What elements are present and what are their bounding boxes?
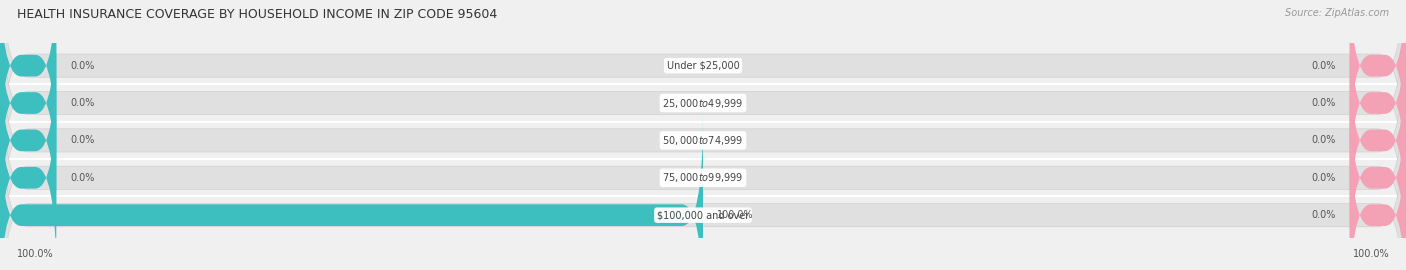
Text: 0.0%: 0.0% <box>70 61 94 71</box>
FancyBboxPatch shape <box>0 114 703 270</box>
FancyBboxPatch shape <box>0 0 56 167</box>
Text: 100.0%: 100.0% <box>1353 249 1389 259</box>
Text: 0.0%: 0.0% <box>1312 210 1336 220</box>
Text: $75,000 to $99,999: $75,000 to $99,999 <box>662 171 744 184</box>
Text: 100.0%: 100.0% <box>17 249 53 259</box>
Text: 0.0%: 0.0% <box>1312 61 1336 71</box>
Text: 0.0%: 0.0% <box>1312 98 1336 108</box>
FancyBboxPatch shape <box>0 77 1406 270</box>
Text: 0.0%: 0.0% <box>1312 173 1336 183</box>
Text: 0.0%: 0.0% <box>70 98 94 108</box>
Text: 0.0%: 0.0% <box>70 135 94 146</box>
Text: 0.0%: 0.0% <box>1312 135 1336 146</box>
FancyBboxPatch shape <box>1350 76 1406 270</box>
FancyBboxPatch shape <box>0 0 1406 204</box>
FancyBboxPatch shape <box>0 76 56 270</box>
FancyBboxPatch shape <box>1350 114 1406 270</box>
FancyBboxPatch shape <box>0 39 56 242</box>
FancyBboxPatch shape <box>1350 2 1406 204</box>
Text: Source: ZipAtlas.com: Source: ZipAtlas.com <box>1285 8 1389 18</box>
FancyBboxPatch shape <box>0 0 1406 241</box>
FancyBboxPatch shape <box>0 2 56 204</box>
FancyBboxPatch shape <box>0 40 1406 270</box>
FancyBboxPatch shape <box>1350 0 1406 167</box>
FancyBboxPatch shape <box>1350 39 1406 242</box>
Text: $50,000 to $74,999: $50,000 to $74,999 <box>662 134 744 147</box>
Text: $100,000 and over: $100,000 and over <box>657 210 749 220</box>
Text: 100.0%: 100.0% <box>717 210 754 220</box>
Text: 0.0%: 0.0% <box>70 173 94 183</box>
Text: Under $25,000: Under $25,000 <box>666 61 740 71</box>
Text: HEALTH INSURANCE COVERAGE BY HOUSEHOLD INCOME IN ZIP CODE 95604: HEALTH INSURANCE COVERAGE BY HOUSEHOLD I… <box>17 8 498 21</box>
Text: $25,000 to $49,999: $25,000 to $49,999 <box>662 96 744 110</box>
